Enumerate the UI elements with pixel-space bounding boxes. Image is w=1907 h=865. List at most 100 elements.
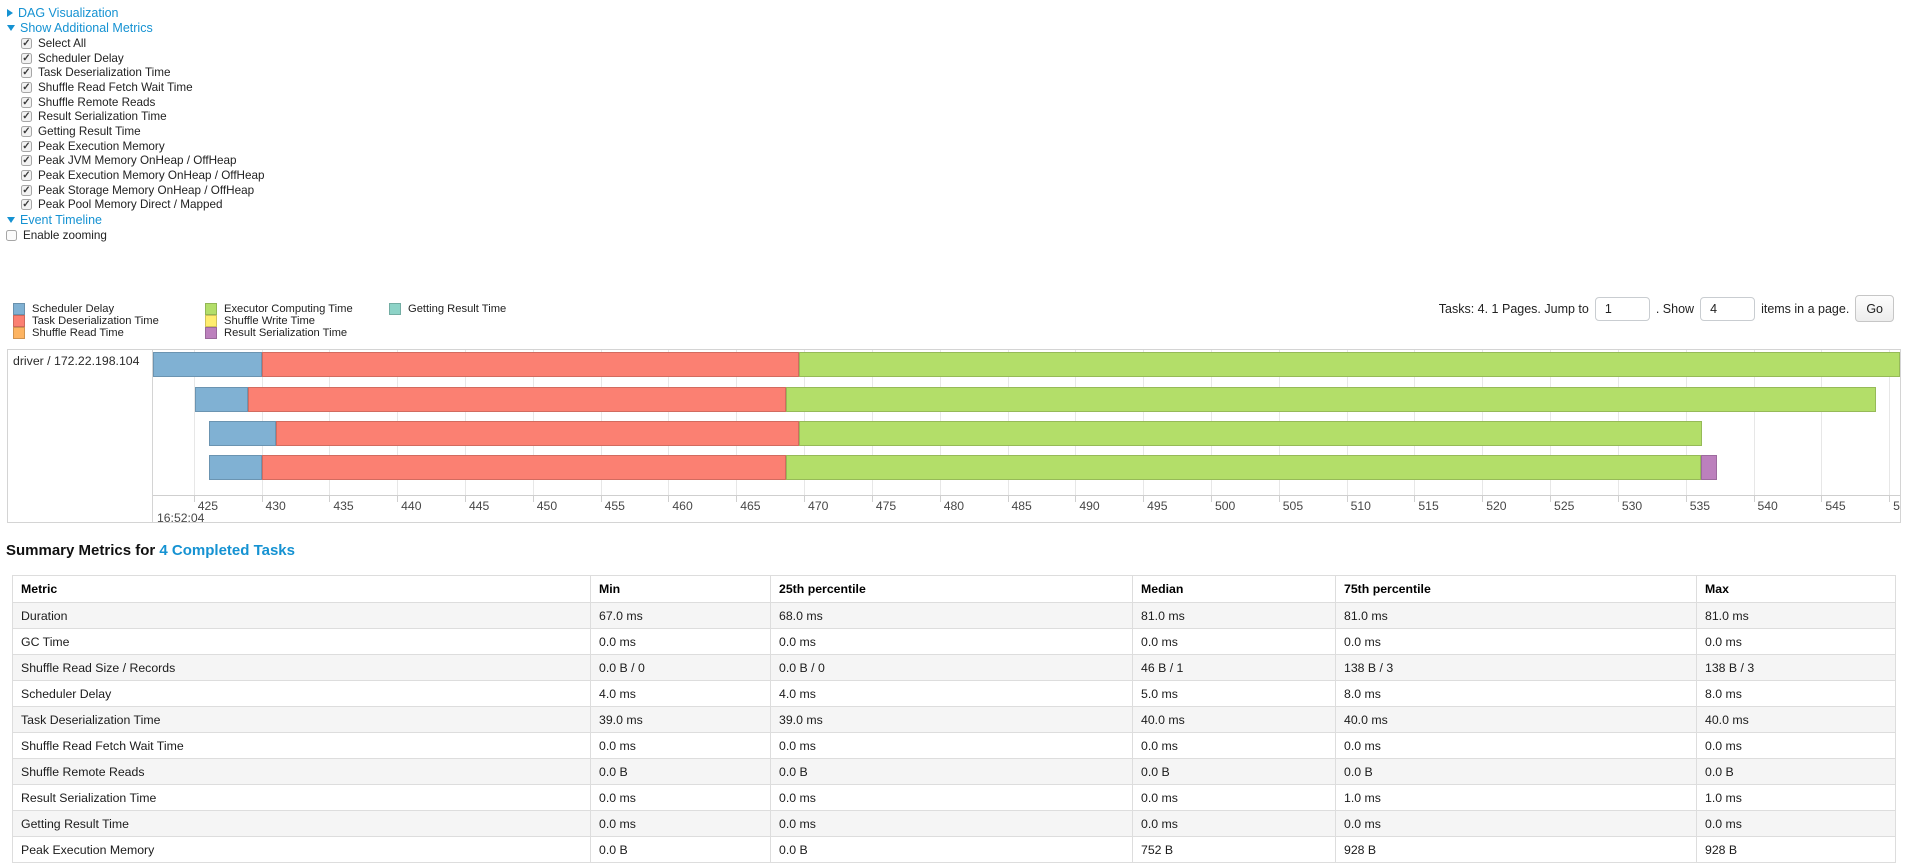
checkbox-checked-icon[interactable]: ✓ bbox=[21, 81, 32, 93]
checkbox-checked-icon[interactable]: ✓ bbox=[21, 67, 32, 79]
metric-option-peak-execution-memory-onheap-offheap[interactable]: ✓ Peak Execution Memory OnHeap / OffHeap bbox=[21, 168, 265, 183]
metric-option-label: Peak Pool Memory Direct / Mapped bbox=[38, 198, 223, 212]
jump-to-page-input[interactable] bbox=[1594, 296, 1650, 321]
metric-name-cell: Shuffle Remote Reads bbox=[12, 758, 591, 785]
enable-zooming-checkbox[interactable] bbox=[6, 230, 17, 241]
metric-option-shuffle-remote-reads[interactable]: ✓ Shuffle Remote Reads bbox=[21, 95, 265, 110]
timeline-gridline bbox=[1889, 350, 1891, 495]
task-1-segment-executor-computing[interactable] bbox=[786, 387, 1876, 412]
items-per-page-input[interactable] bbox=[1700, 296, 1756, 321]
metric-value-cell: 0.0 B bbox=[770, 836, 1133, 863]
axis-tick bbox=[329, 496, 331, 502]
task-1-segment-scheduler-delay[interactable] bbox=[195, 387, 248, 412]
summary-metrics-title: Summary Metrics for 4 Completed Tasks bbox=[6, 542, 295, 559]
axis-tick-label: 455 bbox=[604, 499, 625, 513]
event-timeline-link[interactable]: Event Timeline bbox=[20, 213, 102, 227]
axis-tick-label: 430 bbox=[265, 499, 286, 513]
checkbox-checked-icon[interactable]: ✓ bbox=[21, 125, 32, 137]
task-3-segment-result-serialization[interactable] bbox=[1700, 455, 1717, 480]
metric-option-peak-jvm-memory-onheap-offheap[interactable]: ✓ Peak JVM Memory OnHeap / OffHeap bbox=[21, 154, 265, 169]
axis-tick bbox=[871, 496, 873, 502]
task-2-segment-scheduler-delay[interactable] bbox=[208, 421, 277, 446]
metric-option-label: Peak Execution Memory OnHeap / OffHeap bbox=[38, 169, 265, 183]
metric-value-cell: 81.0 ms bbox=[1696, 602, 1896, 629]
task-2-segment-executor-computing[interactable] bbox=[798, 421, 1702, 446]
go-button[interactable]: Go bbox=[1855, 295, 1894, 322]
metric-value-cell: 0.0 B bbox=[770, 758, 1133, 785]
metric-name-cell: Scheduler Delay bbox=[12, 680, 591, 707]
metric-option-peak-execution-memory[interactable]: ✓ Peak Execution Memory bbox=[21, 139, 265, 154]
legend-color-swatch bbox=[205, 326, 217, 339]
completed-tasks-link[interactable]: 4 Completed Tasks bbox=[159, 542, 295, 559]
metric-value-cell: 0.0 ms bbox=[590, 784, 771, 811]
metric-option-label: Result Serialization Time bbox=[38, 110, 167, 124]
metric-value-cell: 1.0 ms bbox=[1696, 784, 1896, 811]
legend-color-swatch bbox=[13, 302, 25, 315]
axis-tick-label: 425 bbox=[197, 499, 219, 513]
checkbox-checked-icon[interactable]: ✓ bbox=[21, 52, 32, 64]
task-0-segment-scheduler-delay[interactable] bbox=[153, 352, 262, 377]
axis-tick-label: 470 bbox=[808, 499, 829, 513]
task-0-segment-task-deserialization[interactable] bbox=[261, 352, 799, 377]
metric-option-shuffle-read-fetch-wait-time[interactable]: ✓ Shuffle Read Fetch Wait Time bbox=[21, 80, 265, 95]
task-3-segment-executor-computing[interactable] bbox=[786, 455, 1701, 480]
metric-option-label: Peak Execution Memory bbox=[38, 139, 165, 153]
metric-option-getting-result-time[interactable]: ✓ Getting Result Time bbox=[21, 124, 265, 139]
collapsed-arrow-icon bbox=[7, 9, 13, 17]
show-additional-metrics-link[interactable]: Show Additional Metrics bbox=[20, 21, 153, 35]
metric-option-scheduler-delay[interactable]: ✓ Scheduler Delay bbox=[21, 51, 265, 66]
task-2-segment-task-deserialization[interactable] bbox=[276, 421, 799, 446]
enable-zooming-option[interactable]: Enable zooming bbox=[6, 229, 107, 242]
axis-tick bbox=[1278, 496, 1280, 502]
legend-label: Executor Computing Time bbox=[224, 302, 353, 315]
checkbox-checked-icon[interactable]: ✓ bbox=[21, 37, 32, 49]
checkbox-checked-icon[interactable]: ✓ bbox=[21, 111, 32, 123]
task-3-segment-task-deserialization[interactable] bbox=[261, 455, 787, 480]
summary-title-text: Summary Metrics for bbox=[6, 542, 156, 559]
dag-visualization-toggle[interactable]: DAG Visualization bbox=[7, 6, 119, 20]
metric-value-cell: 138 B / 3 bbox=[1335, 654, 1697, 681]
metric-option-task-deserialization-time[interactable]: ✓ Task Deserialization Time bbox=[21, 65, 265, 80]
axis-tick bbox=[464, 496, 466, 502]
dag-visualization-link[interactable]: DAG Visualization bbox=[18, 6, 119, 20]
metric-option-label: Task Deserialization Time bbox=[38, 66, 171, 80]
metric-option-result-serialization-time[interactable]: ✓ Result Serialization Time bbox=[21, 109, 265, 124]
metric-value-cell: 0.0 ms bbox=[1335, 810, 1697, 837]
metric-option-peak-storage-memory-onheap-offheap[interactable]: ✓ Peak Storage Memory OnHeap / OffHeap bbox=[21, 183, 265, 198]
axis-tick bbox=[939, 496, 941, 502]
metric-value-cell: 0.0 B bbox=[1132, 758, 1336, 785]
legend-label: Getting Result Time bbox=[408, 302, 507, 315]
task-0-segment-executor-computing[interactable] bbox=[798, 352, 1900, 377]
axis-tick-label: 450 bbox=[536, 499, 558, 513]
metric-option-select-all[interactable]: ✓ Select All bbox=[21, 36, 265, 51]
checkbox-checked-icon[interactable]: ✓ bbox=[21, 170, 32, 182]
axis-tick-label: 440 bbox=[401, 499, 422, 513]
axis-tick-label: 520 bbox=[1486, 499, 1507, 513]
axis-tick-label: 540 bbox=[1757, 499, 1778, 513]
show-additional-metrics-toggle[interactable]: Show Additional Metrics bbox=[7, 21, 153, 35]
axis-tick-label: 535 bbox=[1689, 499, 1711, 513]
checkbox-checked-icon[interactable]: ✓ bbox=[21, 199, 32, 211]
metric-option-peak-pool-memory-direct-mapped[interactable]: ✓ Peak Pool Memory Direct / Mapped bbox=[21, 198, 265, 213]
metric-value-cell: 928 B bbox=[1696, 836, 1896, 863]
event-timeline-toggle[interactable]: Event Timeline bbox=[7, 213, 102, 227]
axis-tick bbox=[1346, 496, 1348, 502]
additional-metrics-checkbox-list: ✓ Select All ✓ Scheduler Delay ✓ Task Deseria… bbox=[21, 36, 265, 212]
metric-name-cell: Shuffle Read Fetch Wait Time bbox=[12, 732, 591, 759]
table-row: Result Serialization Time 0.0 ms 0.0 ms 0.0… bbox=[12, 784, 1896, 811]
table-row: GC Time 0.0 ms 0.0 ms 0.0 ms 0.0 ms 0.0 ms bbox=[12, 628, 1896, 655]
legend-color-swatch bbox=[389, 302, 401, 315]
metric-name-cell: Peak Execution Memory bbox=[12, 836, 591, 863]
checkbox-checked-icon[interactable]: ✓ bbox=[21, 184, 32, 196]
column-header-75th-percentile: 75th percentile bbox=[1335, 575, 1697, 603]
checkbox-checked-icon[interactable]: ✓ bbox=[21, 140, 32, 152]
checkbox-checked-icon[interactable]: ✓ bbox=[21, 155, 32, 167]
task-1-segment-task-deserialization[interactable] bbox=[247, 387, 787, 412]
task-3-segment-scheduler-delay[interactable] bbox=[208, 455, 262, 480]
metric-value-cell: 0.0 B bbox=[590, 758, 771, 785]
pagination-suffix-text: items in a page. bbox=[1761, 301, 1850, 316]
checkbox-checked-icon[interactable]: ✓ bbox=[21, 96, 32, 108]
table-row: Scheduler Delay 4.0 ms 4.0 ms 5.0 ms 8.0 ms 8… bbox=[12, 680, 1896, 707]
axis-tick-label: 510 bbox=[1350, 499, 1371, 513]
metric-value-cell: 0.0 ms bbox=[1696, 810, 1896, 837]
